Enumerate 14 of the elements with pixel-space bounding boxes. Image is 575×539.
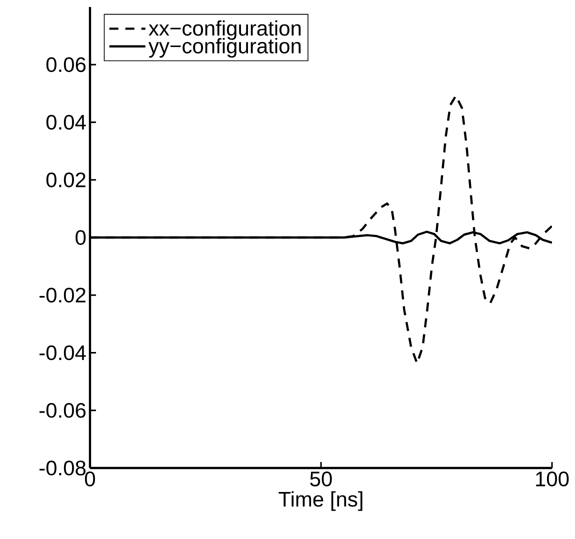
x-tick-label: 0 [84,472,96,486]
y-tick-label: -0.04 [40,345,86,360]
y-tick-label: -0.06 [40,402,86,418]
y-tick-label: 0 [76,230,86,245]
legend-label: yy−configuration [148,38,301,58]
x-axis-title: Time [ns] [278,491,362,511]
y-tick-label: 0.04 [46,114,86,130]
y-tick-label: -0.02 [40,288,86,303]
x-tick-label: 100 [536,472,569,486]
y-tick-label: 0.06 [46,57,86,72]
legend-label: xx−configuration [148,20,301,40]
x-tick-label: 50 [310,472,332,486]
y-tick-label: 0.02 [46,172,86,188]
y-tick-label: -0.08 [40,460,86,476]
